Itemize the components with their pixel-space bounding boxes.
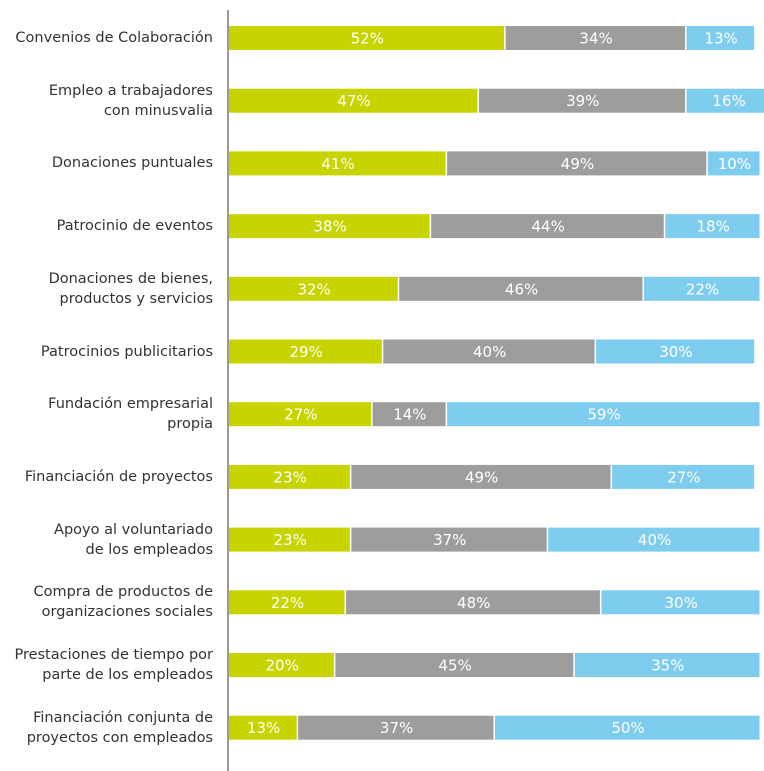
value-label: 49% bbox=[465, 468, 498, 486]
category-label: Financiación de proyectos bbox=[24, 468, 213, 485]
value-label: 16% bbox=[712, 92, 745, 110]
value-label: 44% bbox=[532, 218, 565, 236]
bar-segment bbox=[686, 26, 755, 50]
bar-segment bbox=[229, 26, 505, 50]
category-label: Apoyo al voluntariado de los empleados bbox=[54, 521, 213, 558]
bar-segment bbox=[229, 88, 478, 113]
category-label: Prestaciones de tiempo por parte de los … bbox=[14, 647, 213, 683]
bar-segment bbox=[399, 276, 643, 301]
bar-segment bbox=[643, 276, 760, 301]
value-label: 18% bbox=[696, 218, 729, 236]
category-label: Empleo a trabajadores con minusvalia bbox=[48, 82, 213, 119]
bar-segment bbox=[665, 214, 760, 239]
bar-segment bbox=[612, 464, 755, 489]
bar-segment bbox=[229, 214, 430, 239]
bar-segment bbox=[229, 464, 350, 489]
bar-segment bbox=[447, 402, 760, 427]
value-label: 29% bbox=[289, 343, 322, 361]
value-label: 37% bbox=[380, 719, 413, 737]
bar-segment bbox=[707, 151, 760, 176]
bar-segment bbox=[479, 88, 686, 113]
category-label: Patrocinio de eventos bbox=[56, 218, 213, 235]
bar-segment bbox=[229, 402, 372, 427]
value-label: 39% bbox=[566, 92, 599, 110]
value-label: 30% bbox=[659, 343, 692, 361]
bar-segment bbox=[229, 527, 350, 552]
bar-segment bbox=[601, 590, 760, 615]
value-label: 40% bbox=[473, 343, 506, 361]
bar-segment bbox=[351, 527, 547, 552]
value-label: 32% bbox=[297, 280, 330, 298]
bar-segment bbox=[574, 653, 760, 677]
bar-segment bbox=[229, 339, 382, 364]
category-label: Financiación conjunta de proyectos con e… bbox=[26, 709, 213, 746]
value-label: 10% bbox=[718, 155, 751, 173]
value-label: 23% bbox=[274, 468, 307, 486]
category-label: Convenios de Colaboración bbox=[15, 30, 213, 46]
category-label: Donaciones de bienes, productos y servic… bbox=[48, 270, 213, 307]
value-label: 13% bbox=[704, 30, 737, 48]
value-label: 35% bbox=[651, 657, 684, 675]
value-label: 40% bbox=[638, 531, 671, 549]
value-label: 22% bbox=[686, 280, 719, 298]
value-label: 52% bbox=[351, 30, 384, 48]
bar-segment bbox=[335, 653, 574, 677]
bar-segment bbox=[351, 464, 611, 489]
bar-segment bbox=[229, 151, 446, 176]
value-label: 50% bbox=[611, 719, 644, 737]
value-label: 22% bbox=[271, 594, 304, 612]
bar-segment bbox=[372, 402, 446, 427]
category-label: Donaciones puntuales bbox=[51, 155, 213, 172]
value-label: 27% bbox=[667, 468, 700, 486]
bar-segment bbox=[548, 527, 760, 552]
bar-segment bbox=[431, 214, 664, 239]
value-label: 30% bbox=[665, 594, 698, 612]
bar-segment bbox=[383, 339, 595, 364]
category-label: Fundación empresarial propia bbox=[48, 396, 213, 433]
value-label: 27% bbox=[284, 406, 317, 424]
value-label: 47% bbox=[337, 92, 370, 110]
bar-segment bbox=[229, 276, 398, 301]
value-label: 41% bbox=[321, 155, 354, 173]
bar-segment bbox=[229, 715, 297, 740]
bar-segment bbox=[447, 151, 707, 176]
value-label: 49% bbox=[561, 155, 594, 173]
value-label: 37% bbox=[433, 531, 466, 549]
bar-segment bbox=[229, 653, 334, 677]
value-label: 48% bbox=[457, 594, 490, 612]
category-label: Patrocinios publicitarios bbox=[40, 343, 213, 360]
value-label: 46% bbox=[505, 280, 538, 298]
value-label: 34% bbox=[579, 30, 612, 48]
bar-segment bbox=[298, 715, 494, 740]
bar-segment bbox=[596, 339, 755, 364]
bar-segment bbox=[346, 590, 600, 615]
value-label: 59% bbox=[587, 406, 620, 424]
bar-segment bbox=[229, 590, 345, 615]
bar-segment bbox=[495, 715, 760, 740]
value-label: 13% bbox=[247, 719, 280, 737]
value-label: 14% bbox=[393, 406, 426, 424]
category-label: Compra de productos de organizaciones so… bbox=[33, 584, 213, 621]
value-label: 38% bbox=[313, 218, 346, 236]
bar-segment bbox=[686, 88, 764, 113]
value-label: 20% bbox=[266, 657, 299, 675]
value-label: 23% bbox=[274, 531, 307, 549]
bar-segment bbox=[505, 26, 686, 50]
value-label: 45% bbox=[438, 657, 471, 675]
